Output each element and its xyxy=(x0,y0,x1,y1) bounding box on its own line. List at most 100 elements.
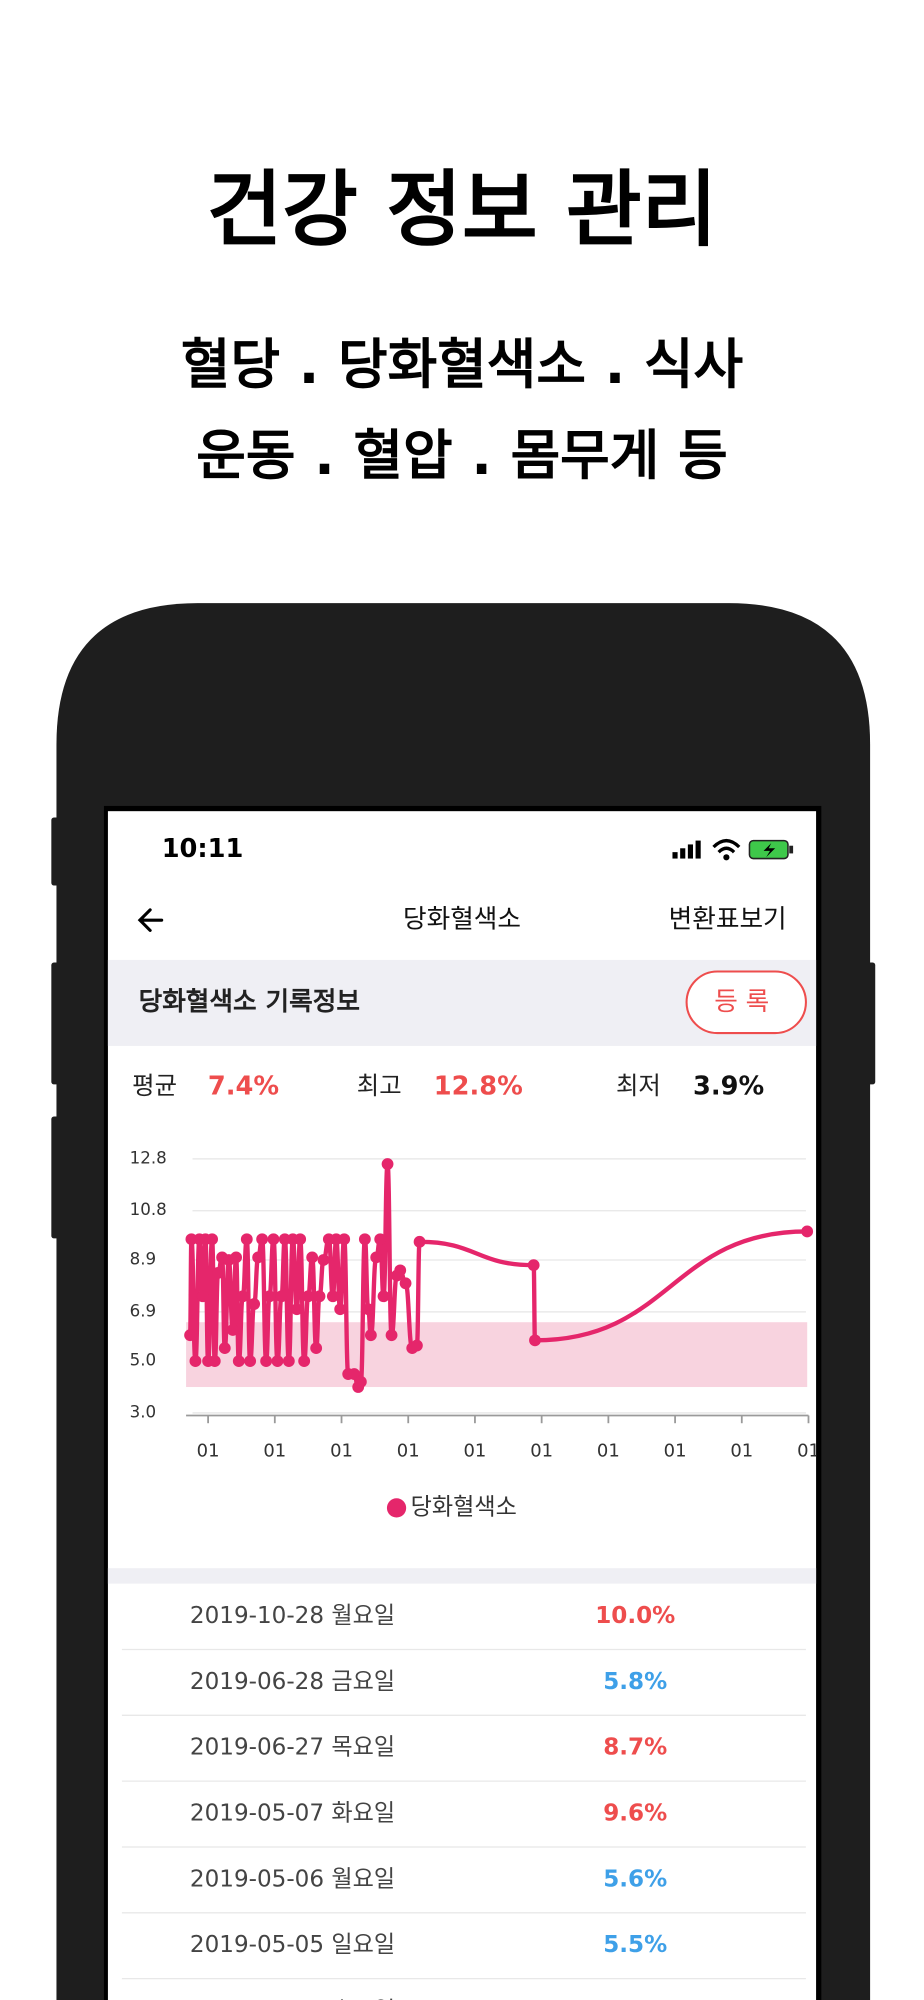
stat-label: 최저 xyxy=(616,1071,661,1100)
record-value: 5.5% xyxy=(603,1932,667,1958)
x-tick-label: 01 xyxy=(530,1440,553,1461)
battery-icon xyxy=(789,845,794,854)
data-point xyxy=(381,1158,394,1170)
data-point xyxy=(184,1329,196,1342)
data-point xyxy=(240,1233,253,1246)
data-point xyxy=(370,1251,383,1264)
legend-label: 당화혈색소 xyxy=(411,1494,517,1520)
record-value: 10.0% xyxy=(595,1603,675,1629)
record-date: 2019-06-28 금요일 xyxy=(190,1669,395,1695)
record-value: 8.0% xyxy=(603,1998,667,2000)
screen: 10:11 당화혈색소 변환표보기 당화혈색소 기록정보 등록 평균 7.4% 최고… xyxy=(107,811,820,2000)
x-tick-label: 01 xyxy=(664,1440,687,1461)
x-tick-label: 01 xyxy=(730,1440,753,1461)
data-point xyxy=(275,1290,288,1303)
x-tick-label: 01 xyxy=(797,1440,820,1461)
x-tick-label: 01 xyxy=(330,1440,353,1461)
data-point xyxy=(212,1267,225,1279)
data-point xyxy=(260,1355,273,1367)
y-tick-label: 10.8 xyxy=(130,1200,167,1219)
data-point xyxy=(364,1329,377,1342)
back-button[interactable] xyxy=(137,908,164,932)
data-point xyxy=(527,1259,540,1272)
x-tick-label: 01 xyxy=(464,1440,487,1461)
data-point xyxy=(394,1264,407,1277)
signal-icon xyxy=(672,840,701,859)
data-point xyxy=(263,1290,276,1303)
record-list: 2019-10-28 월요일 10.0% 2019-06-28 금요일 5.8% 201… xyxy=(121,1603,806,2000)
record-date: 2019-06-27 목요일 xyxy=(190,1735,395,1761)
stat-label: 최고 xyxy=(357,1071,402,1100)
divider xyxy=(107,1568,817,1584)
legend-marker xyxy=(386,1498,407,1518)
charging-bolt xyxy=(763,843,776,858)
data-point xyxy=(252,1251,265,1264)
data-point xyxy=(354,1375,367,1388)
data-point xyxy=(290,1303,303,1316)
subtitle: 혈당 . 당화혈색소 . 식사 xyxy=(181,333,743,396)
x-tick-label: 01 xyxy=(597,1440,620,1461)
stats: 평균 7.4% 최고 12.8% 최저 3.9% xyxy=(132,1071,764,1102)
data-point xyxy=(226,1324,239,1336)
data-point xyxy=(206,1233,219,1246)
data-point xyxy=(306,1251,319,1264)
y-tick-label: 12.8 xyxy=(130,1148,167,1167)
data-point xyxy=(362,1303,375,1316)
data-point xyxy=(338,1233,351,1246)
data-point xyxy=(529,1334,541,1347)
x-tick-label: 01 xyxy=(197,1440,220,1461)
x-tick-label: 01 xyxy=(263,1440,286,1461)
status-time: 10:11 xyxy=(162,834,244,864)
subtitle: 운동 . 혈압 . 몸무게 등 xyxy=(196,424,727,487)
stat-value: 7.4% xyxy=(208,1071,279,1101)
data-point xyxy=(399,1277,412,1290)
data-point xyxy=(411,1339,423,1352)
register-button-label[interactable]: 등록 xyxy=(714,987,777,1017)
y-tick-label: 6.9 xyxy=(130,1301,157,1320)
data-point xyxy=(189,1355,202,1367)
data-point xyxy=(236,1290,249,1303)
data-point xyxy=(282,1355,295,1367)
stat-value: 12.8% xyxy=(434,1071,523,1101)
wifi-icon xyxy=(723,854,730,861)
nav-action[interactable]: 변환표보기 xyxy=(669,905,787,935)
data-point xyxy=(232,1355,245,1367)
headline: 건강 정보 관리 xyxy=(207,163,718,258)
y-tick-label: 8.9 xyxy=(130,1249,157,1268)
data-point xyxy=(230,1251,243,1264)
data-point xyxy=(317,1254,330,1266)
data-point xyxy=(326,1290,339,1303)
data-point xyxy=(377,1290,390,1303)
wifi-icon xyxy=(712,838,741,854)
record-date: 2019-10-28 월요일 xyxy=(190,1603,395,1629)
data-point xyxy=(374,1233,387,1246)
y-tick-label: 3.0 xyxy=(130,1402,157,1421)
chart: 12.8 10.8 8.9 6.9 5.0 3.0 01 01 01 01 01 01 01 01 01 01… xyxy=(130,1148,820,1520)
stat-label: 평균 xyxy=(132,1071,177,1100)
x-tick-label: 01 xyxy=(397,1440,420,1461)
data-point xyxy=(385,1329,398,1342)
data-point xyxy=(313,1290,326,1303)
data-point xyxy=(248,1298,261,1310)
record-value: 9.6% xyxy=(603,1801,667,1827)
stat-value: 3.9% xyxy=(693,1071,764,1101)
data-point xyxy=(310,1342,323,1355)
data-point xyxy=(208,1355,221,1367)
data-point xyxy=(334,1303,347,1316)
record-date: 2019-05-01 수요일 xyxy=(190,1998,395,2000)
data-point xyxy=(298,1355,311,1367)
data-point xyxy=(218,1342,231,1355)
nav-title: 당화혈색소 xyxy=(403,905,521,935)
record-date: 2019-05-05 일요일 xyxy=(190,1932,395,1958)
data-point xyxy=(244,1355,257,1367)
data-point xyxy=(302,1290,315,1303)
record-value: 5.8% xyxy=(603,1669,667,1695)
register-button[interactable] xyxy=(685,970,807,1035)
data-point xyxy=(413,1235,426,1248)
data-point xyxy=(271,1355,284,1367)
data-point xyxy=(801,1225,814,1238)
record-value: 8.7% xyxy=(603,1735,667,1761)
data-point xyxy=(267,1233,280,1246)
record-date: 2019-05-07 화요일 xyxy=(190,1801,395,1827)
